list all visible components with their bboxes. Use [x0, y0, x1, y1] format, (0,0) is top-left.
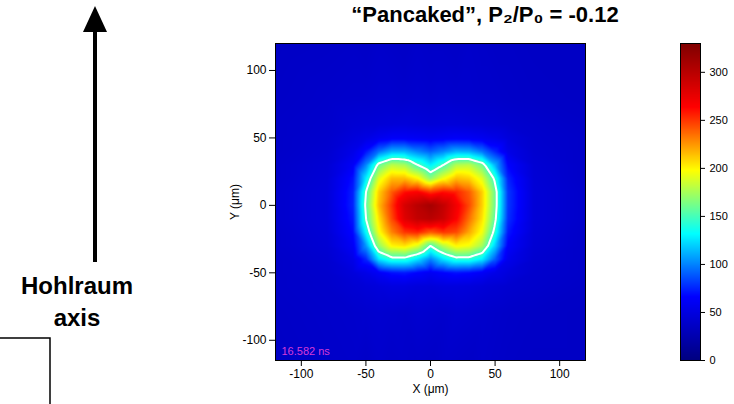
svg-text:50: 50 — [710, 306, 722, 318]
svg-text:150: 150 — [710, 210, 728, 222]
svg-text:-100: -100 — [289, 367, 313, 381]
svg-text:-50: -50 — [357, 367, 375, 381]
svg-text:X (μm): X (μm) — [412, 382, 448, 396]
svg-text:16.582 ns: 16.582 ns — [282, 345, 331, 357]
svg-text:0: 0 — [260, 198, 267, 212]
svg-text:200: 200 — [710, 162, 728, 174]
svg-text:100: 100 — [550, 367, 570, 381]
svg-text:100: 100 — [710, 258, 728, 270]
svg-text:-50: -50 — [249, 266, 267, 280]
svg-text:0: 0 — [710, 354, 716, 366]
svg-text:50: 50 — [488, 367, 502, 381]
svg-text:-100: -100 — [242, 333, 266, 347]
svg-text:0: 0 — [427, 367, 434, 381]
svg-text:300: 300 — [710, 66, 728, 78]
svg-text:250: 250 — [710, 114, 728, 126]
html-text:Hohlraum axis: Hohlraum axis — [21, 272, 133, 331]
svg-text:50: 50 — [253, 131, 267, 145]
html-text:“Pancaked”, P₂/P₀ = -0.12: “Pancaked”, P₂/P₀ = -0.12 — [351, 2, 619, 27]
svg-text:Y (μm): Y (μm) — [228, 184, 242, 220]
svg-text:100: 100 — [246, 63, 266, 77]
